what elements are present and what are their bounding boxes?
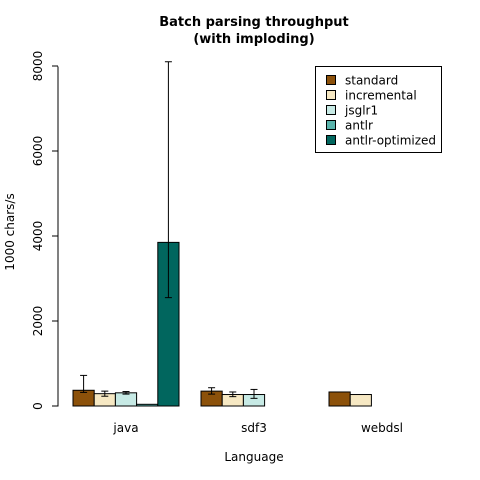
x-tick-label: sdf3 bbox=[241, 421, 267, 435]
legend: standardincrementaljsglr1antlrantlr-opti… bbox=[315, 66, 442, 153]
legend-label-incremental: incremental bbox=[345, 89, 417, 103]
y-tick-label: 6000 bbox=[31, 136, 45, 167]
legend-label-antlr: antlr bbox=[345, 119, 373, 133]
y-tick-label: 8000 bbox=[31, 51, 45, 82]
bar-antlr-java bbox=[136, 403, 159, 407]
plot-area bbox=[72, 61, 372, 407]
y-axis: 0 2000 4000 6000 8000 bbox=[31, 51, 58, 410]
y-tick-label: 0 bbox=[31, 402, 45, 410]
y-axis-label: 1000 chars/s bbox=[3, 193, 17, 270]
chart-title: Batch parsing throughput bbox=[159, 15, 349, 30]
bar-incremental-webdsl bbox=[349, 394, 372, 407]
legend-swatch-incremental bbox=[326, 90, 336, 100]
x-tick-label: java bbox=[112, 421, 138, 435]
legend-swatch-standard bbox=[326, 75, 336, 85]
y-tick-label: 4000 bbox=[31, 221, 45, 252]
x-axis-label: Language bbox=[224, 450, 283, 464]
legend-swatch-jsglr1 bbox=[326, 105, 336, 115]
legend-label-jsglr1: jsglr1 bbox=[344, 104, 378, 118]
y-tick-label: 2000 bbox=[31, 306, 45, 337]
bar-standard-webdsl bbox=[328, 391, 351, 407]
legend-label-standard: standard bbox=[345, 74, 398, 88]
chart-subtitle: (with imploding) bbox=[193, 32, 314, 47]
legend-swatch-antlr-optimized bbox=[326, 135, 336, 145]
legend-swatch-antlr bbox=[326, 120, 336, 130]
x-tick-label: webdsl bbox=[361, 421, 403, 435]
legend-label-antlr-optimized: antlr-optimized bbox=[345, 134, 436, 148]
x-axis: java sdf3 webdsl bbox=[112, 421, 403, 435]
bar-jsglr1-java bbox=[114, 392, 138, 407]
legend-box bbox=[315, 66, 442, 153]
